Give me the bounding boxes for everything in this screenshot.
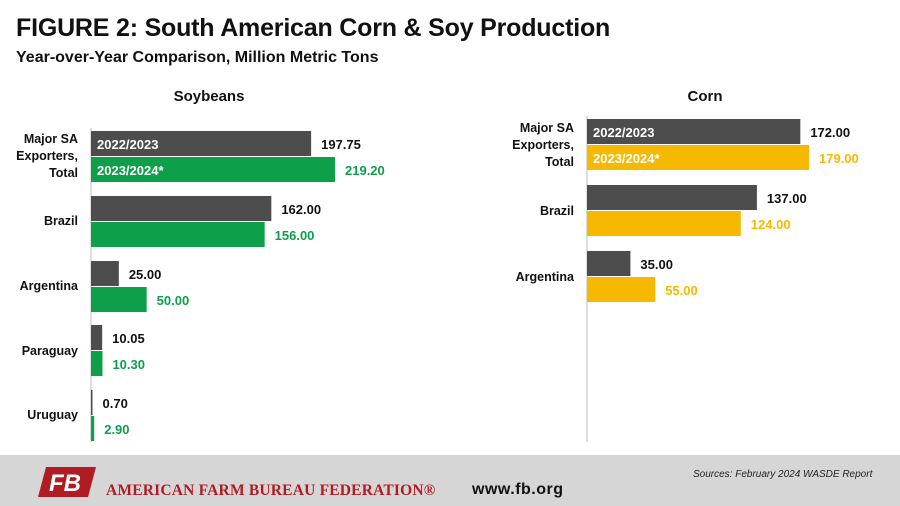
- website-link[interactable]: www.fb.org: [472, 481, 564, 498]
- corn-bar-prior: [587, 251, 631, 276]
- corn-category-label: Major SA Exporters, Total: [512, 121, 574, 169]
- organization-name: AMERICAN FARM BUREAU FEDERATION®: [106, 482, 436, 499]
- corn-bar-prior: [587, 119, 801, 144]
- soybeans-bar-current: [91, 157, 335, 182]
- corn-value-label: 179.00: [819, 151, 859, 166]
- corn-category-label: Brazil: [540, 204, 574, 218]
- soybeans-category-label: Brazil: [44, 214, 78, 228]
- soybeans-bar-prior: [91, 390, 93, 415]
- corn-bar-current: [587, 277, 656, 302]
- soybeans-panel-title: Soybeans: [174, 88, 245, 105]
- soybeans-value-label: 219.20: [345, 163, 385, 178]
- soybeans-bar-current: [91, 351, 103, 376]
- soybeans-bar-current: [91, 222, 265, 247]
- soybeans-value-label: 25.00: [129, 267, 162, 282]
- soybeans-category-label: Major SA Exporters, Total: [16, 132, 78, 180]
- corn-legend-prior: 2022/2023: [593, 125, 654, 140]
- soybeans-value-label: 2.90: [104, 422, 129, 437]
- soybeans-bar-current: [91, 416, 95, 441]
- soybeans-bar-current: [91, 287, 147, 312]
- soybeans-value-label: 0.70: [103, 396, 128, 411]
- logo-text: FB: [49, 470, 81, 497]
- soybeans-bar-prior: [91, 196, 272, 221]
- soybeans-value-label: 197.75: [321, 137, 361, 152]
- soybeans-category-label: Paraguay: [22, 344, 78, 358]
- corn-value-label: 35.00: [640, 257, 673, 272]
- corn-value-label: 137.00: [767, 191, 807, 206]
- corn-legend-current: 2023/2024*: [593, 151, 660, 166]
- corn-bar-current: [587, 145, 809, 170]
- soybeans-bar-prior: [91, 325, 103, 350]
- soybeans-value-label: 162.00: [281, 202, 321, 217]
- corn-value-label: 172.00: [810, 125, 850, 140]
- soybeans-bar-prior: [91, 131, 312, 156]
- source-note: Sources: February 2024 WASDE Report: [693, 469, 873, 480]
- farm-bureau-logo-icon: FB: [38, 467, 96, 497]
- soybeans-value-label: 10.05: [112, 331, 145, 346]
- soybeans-value-label: 50.00: [157, 293, 190, 308]
- chart-title: FIGURE 2: South American Corn & Soy Prod…: [16, 14, 611, 42]
- soybeans-legend-current: 2023/2024*: [97, 163, 164, 178]
- corn-value-label: 55.00: [665, 283, 698, 298]
- soybeans-category-label: Uruguay: [27, 408, 78, 422]
- corn-bar-prior: [587, 185, 757, 210]
- corn-panel-title: Corn: [688, 88, 723, 105]
- corn-category-label: Argentina: [516, 270, 575, 284]
- soybeans-category-label: Argentina: [20, 279, 79, 293]
- soybeans-legend-prior: 2022/2023: [97, 137, 158, 152]
- chart-subtitle: Year-over-Year Comparison, Million Metri…: [16, 49, 379, 66]
- footer-bar: FB AMERICAN FARM BUREAU FEDERATION® www.…: [0, 455, 900, 506]
- corn-value-label: 124.00: [751, 217, 791, 232]
- production-bar-charts: Soybeans Major SA Exporters, Total 197.75 219…: [16, 88, 859, 442]
- soybeans-value-label: 10.30: [112, 357, 145, 372]
- soybeans-value-label: 156.00: [275, 228, 315, 243]
- soybeans-bar-prior: [91, 261, 119, 286]
- corn-bar-current: [587, 211, 741, 236]
